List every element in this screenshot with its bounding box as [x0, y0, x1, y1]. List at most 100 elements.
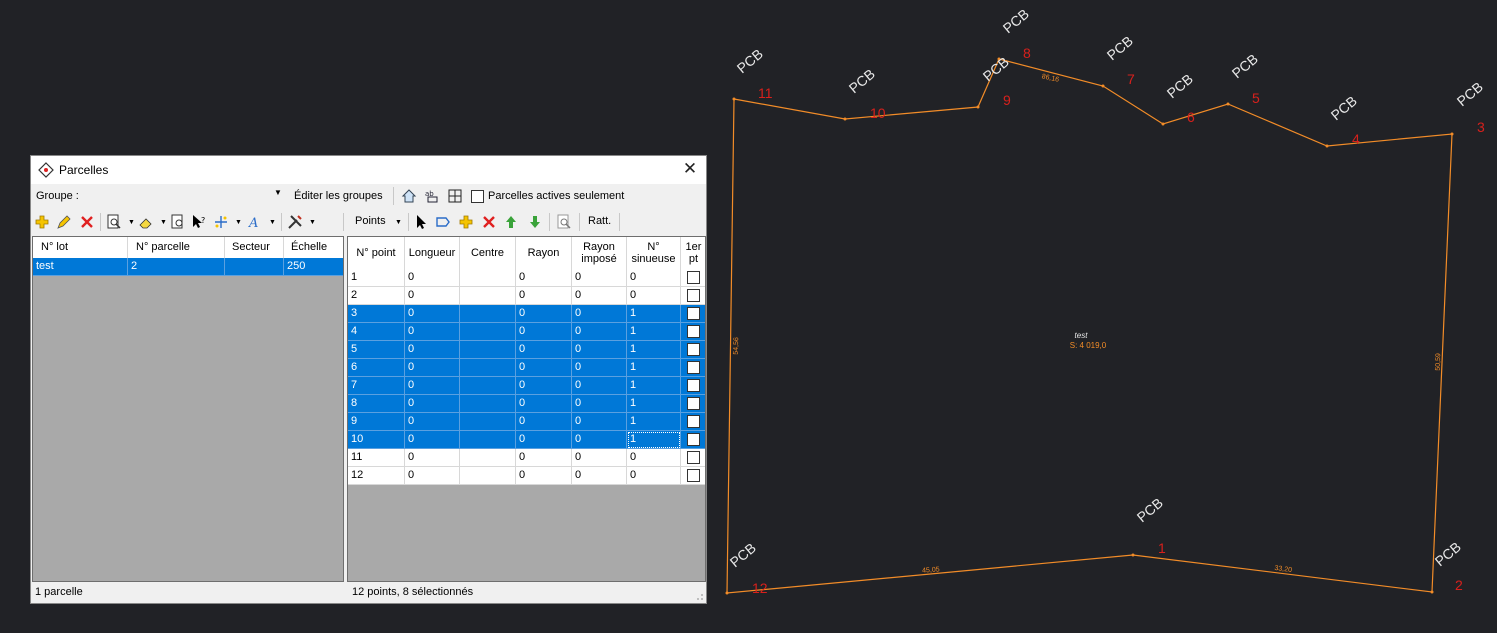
active-only-checkbox[interactable] — [471, 190, 484, 203]
cell-n[interactable]: 4 — [348, 323, 405, 341]
cell-centre[interactable] — [460, 413, 516, 431]
column-header-centre[interactable]: Centre — [460, 237, 516, 269]
column-header-longueur[interactable]: Longueur — [405, 237, 460, 269]
cell-first-point[interactable] — [681, 287, 705, 305]
first-point-checkbox[interactable] — [687, 361, 700, 374]
first-point-checkbox[interactable] — [687, 307, 700, 320]
cell-longueur[interactable]: 0 — [405, 359, 460, 377]
cell-n[interactable]: 2 — [348, 287, 405, 305]
chevron-down-icon[interactable]: ▼ — [160, 219, 167, 226]
cell-rayon[interactable]: 0 — [516, 359, 572, 377]
first-point-checkbox[interactable] — [687, 433, 700, 446]
group-select[interactable] — [87, 186, 287, 206]
pencil-icon[interactable] — [56, 214, 72, 230]
cell-n[interactable]: 7 — [348, 377, 405, 395]
cell-longueur[interactable]: 0 — [405, 431, 460, 449]
chevron-down-icon[interactable]: ▼ — [235, 219, 242, 226]
ratt-button[interactable]: Ratt. — [588, 215, 612, 227]
cell-impose[interactable]: 0 — [572, 287, 627, 305]
cell-sinueuse[interactable]: 0 — [627, 449, 681, 467]
cell-centre[interactable] — [460, 449, 516, 467]
cell-n[interactable]: 5 — [348, 341, 405, 359]
cell-first-point[interactable] — [681, 341, 705, 359]
cell-first-point[interactable] — [681, 431, 705, 449]
cell-first-point[interactable] — [681, 467, 705, 485]
first-point-checkbox[interactable] — [687, 343, 700, 356]
cell-longueur[interactable]: 0 — [405, 341, 460, 359]
cell-longueur[interactable]: 0 — [405, 413, 460, 431]
points-table[interactable]: N° point Longueur Centre Rayon Rayon imposé N… — [347, 236, 706, 582]
cell-rayon[interactable]: 0 — [516, 341, 572, 359]
grid-select-icon[interactable] — [447, 188, 463, 204]
cell-sinueuse[interactable]: 0 — [627, 467, 681, 485]
vertex-marker[interactable] — [1450, 132, 1454, 136]
first-point-checkbox[interactable] — [687, 271, 700, 284]
chevron-down-icon[interactable]: ▼ — [309, 219, 316, 226]
cell-first-point[interactable] — [681, 395, 705, 413]
cell-n[interactable]: 10 — [348, 431, 405, 449]
first-point-checkbox[interactable] — [687, 325, 700, 338]
cell-n[interactable]: 1 — [348, 269, 405, 287]
cell-n[interactable]: 3 — [348, 305, 405, 323]
polygon-select-icon[interactable] — [435, 214, 451, 230]
arrow-up-icon[interactable] — [503, 214, 519, 230]
cell-longueur[interactable]: 0 — [405, 323, 460, 341]
cell-longueur[interactable]: 0 — [405, 269, 460, 287]
first-point-checkbox[interactable] — [687, 289, 700, 302]
cell-n[interactable]: 11 — [348, 449, 405, 467]
cell-centre[interactable] — [460, 377, 516, 395]
cell-rayon[interactable]: 0 — [516, 413, 572, 431]
cell-centre[interactable] — [460, 467, 516, 485]
first-point-checkbox[interactable] — [687, 415, 700, 428]
cell-first-point[interactable] — [681, 449, 705, 467]
arrow-down-icon[interactable] — [527, 214, 543, 230]
column-header-first-point[interactable]: 1er pt — [681, 237, 705, 269]
vertex-marker[interactable] — [1101, 84, 1105, 88]
cell-impose[interactable]: 0 — [572, 377, 627, 395]
cell-rayon[interactable]: 0 — [516, 323, 572, 341]
vertex-marker[interactable] — [843, 117, 847, 121]
cell-n[interactable]: 9 — [348, 413, 405, 431]
cell-centre[interactable] — [460, 431, 516, 449]
cell-rayon[interactable]: 0 — [516, 449, 572, 467]
cell-centre[interactable] — [460, 269, 516, 287]
table-row[interactable]: 11 0 0 0 0 — [348, 449, 705, 467]
cell-n[interactable]: 12 — [348, 467, 405, 485]
cell-longueur[interactable]: 0 — [405, 377, 460, 395]
cell-sinueuse[interactable]: 1 — [627, 431, 681, 449]
table-row[interactable]: 12 0 0 0 0 — [348, 467, 705, 485]
add-point-icon[interactable] — [458, 214, 474, 230]
cell-sinueuse[interactable]: 1 — [627, 323, 681, 341]
cell-impose[interactable]: 0 — [572, 449, 627, 467]
points-menu-button[interactable]: Points — [355, 215, 386, 227]
cell-sinueuse[interactable]: 1 — [627, 359, 681, 377]
cell-impose[interactable]: 0 — [572, 305, 627, 323]
parcel-boundary[interactable] — [726, 58, 1453, 594]
cell-longueur[interactable]: 0 — [405, 305, 460, 323]
search-document-icon[interactable] — [106, 214, 122, 230]
cell-rayon[interactable]: 0 — [516, 305, 572, 323]
resize-grip-icon[interactable] — [694, 591, 704, 601]
vertex-marker[interactable] — [732, 97, 736, 101]
vertex-marker[interactable] — [725, 591, 729, 595]
cell-first-point[interactable] — [681, 323, 705, 341]
zoom-point-icon[interactable] — [556, 214, 572, 230]
cell-impose[interactable]: 0 — [572, 359, 627, 377]
cell-centre[interactable] — [460, 395, 516, 413]
cell-rayon[interactable]: 0 — [516, 377, 572, 395]
cell-longueur[interactable]: 0 — [405, 467, 460, 485]
cell-impose[interactable]: 0 — [572, 431, 627, 449]
add-icon[interactable] — [34, 214, 50, 230]
chevron-down-icon[interactable]: ▼ — [274, 188, 282, 197]
delete-icon[interactable] — [79, 214, 95, 230]
close-button[interactable]: ✕ — [682, 159, 698, 178]
column-header-sinueuse[interactable]: N° sinueuse — [627, 237, 681, 269]
label-tool-icon[interactable]: ab — [424, 188, 440, 204]
cell-first-point[interactable] — [681, 413, 705, 431]
